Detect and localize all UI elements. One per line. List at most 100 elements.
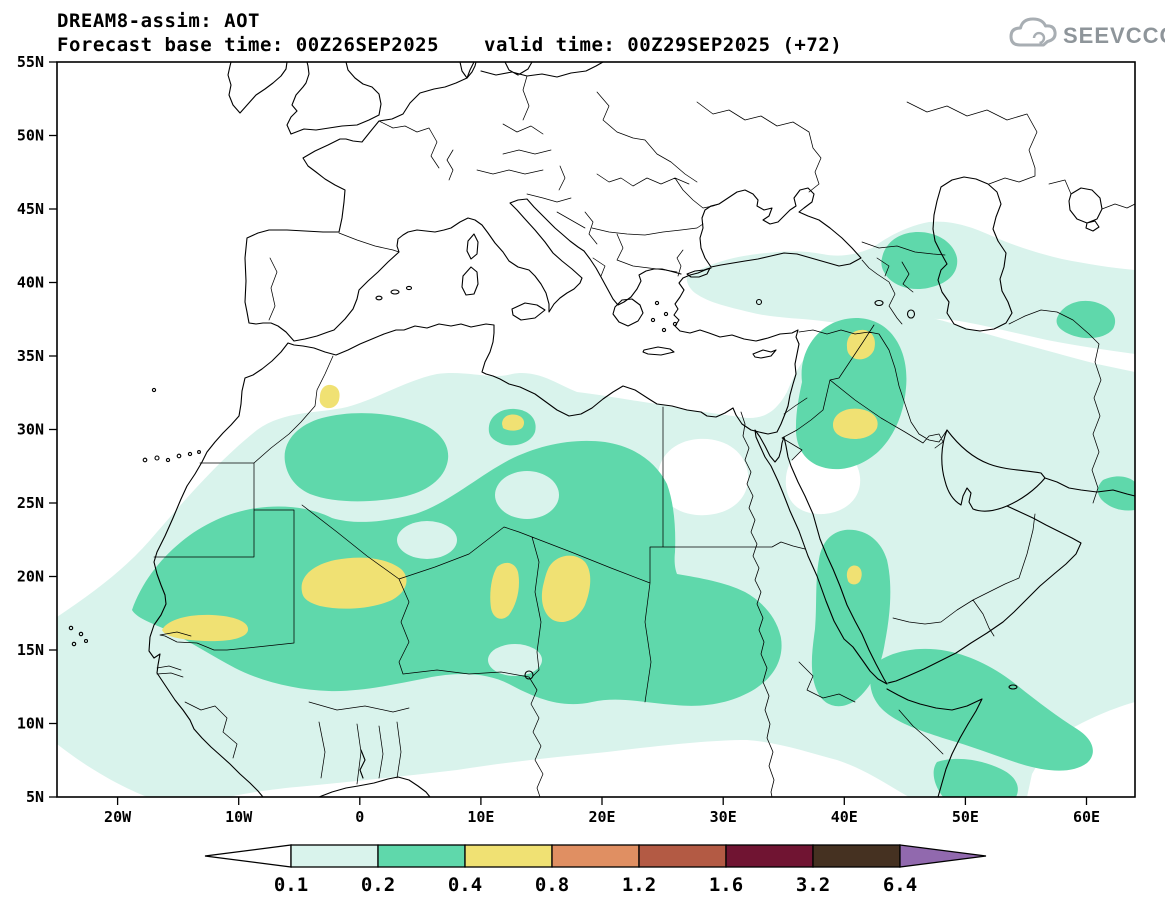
aot-level-0.2 bbox=[132, 232, 1135, 797]
aot-04-region-central-mali bbox=[301, 557, 407, 609]
island-corsica bbox=[466, 233, 479, 260]
coastline-north-africa-atlantic bbox=[148, 323, 800, 798]
legend-label: 6.4 bbox=[883, 874, 917, 896]
island-cape-verde bbox=[68, 625, 74, 631]
island-canary bbox=[187, 451, 193, 457]
lat-tick-label: 35N bbox=[17, 347, 44, 365]
coastline-aral-sea bbox=[1068, 187, 1103, 232]
legend-swatch-0.2-0.4 bbox=[377, 844, 466, 868]
coastline-jutland-baltic bbox=[459, 61, 604, 79]
aot-04-region-niger bbox=[490, 562, 519, 619]
lat-tick-label: 40N bbox=[17, 274, 44, 292]
coastline-iran-south bbox=[1044, 477, 1136, 497]
valid-time-label: valid time: 00Z29SEP2025 (+72) bbox=[484, 34, 842, 56]
lon-tick-label: 10E bbox=[467, 808, 494, 826]
aot-04-region-morocco bbox=[319, 384, 340, 409]
coastline-peloponnese bbox=[612, 298, 644, 327]
lon-tick-label: 0 bbox=[355, 808, 364, 826]
aot-level-0.4 bbox=[162, 329, 878, 642]
legend-label: 0.1 bbox=[274, 874, 308, 896]
legend-label: 1.2 bbox=[622, 874, 656, 896]
island-canary bbox=[165, 457, 171, 463]
axis-ticks bbox=[49, 61, 1088, 805]
island-canary bbox=[142, 457, 148, 463]
legend-label: 0.8 bbox=[535, 874, 569, 896]
legend: 0.1 0.2 0.4 0.8 1.2 1.6 3.2 6.4 bbox=[204, 844, 987, 896]
legend-arrow-above bbox=[899, 844, 987, 868]
island-cape-verde bbox=[83, 638, 89, 644]
legend-swatch-1.6-3.2 bbox=[725, 844, 814, 868]
lake-van bbox=[874, 299, 884, 307]
lat-tick-label: 10N bbox=[17, 715, 44, 733]
island-madeira bbox=[151, 387, 157, 393]
aot-04-region-iraq-south bbox=[833, 408, 878, 439]
lat-tick-label: 5N bbox=[26, 788, 44, 806]
islands bbox=[68, 233, 1018, 779]
aot-02-region-red-sea bbox=[811, 529, 891, 707]
lake-volta bbox=[359, 749, 366, 779]
aot-04-region-mauritania-mali bbox=[162, 614, 249, 642]
legend-swatch-1.2-1.6 bbox=[638, 844, 727, 868]
lon-axis: 20W 10W 0 10E 20E 30E 40E 50E 60E bbox=[104, 808, 1100, 826]
coastline-arabia-south bbox=[887, 505, 1082, 684]
aot-01-inner-gaps bbox=[397, 471, 559, 676]
plot-title: DREAM8-assim: AOT bbox=[57, 10, 260, 32]
lake-urmia bbox=[906, 309, 916, 319]
legend-label: 3.2 bbox=[796, 874, 830, 896]
aot-02-region-morocco-atlas bbox=[284, 413, 449, 502]
aot-02-region-iraq bbox=[795, 317, 907, 470]
coastline-red-sea bbox=[754, 429, 888, 685]
coastline-gulf-of-guinea bbox=[318, 776, 431, 798]
island-balearic bbox=[390, 289, 400, 295]
country-borders bbox=[153, 75, 1136, 798]
aot-02-region-turkmen bbox=[1056, 300, 1116, 339]
cloud-icon bbox=[1009, 17, 1057, 47]
aot-04-region-red-sea-coast bbox=[846, 565, 862, 585]
aot-04-region-chad bbox=[541, 555, 591, 623]
island-canary bbox=[197, 450, 201, 454]
island-sardinia bbox=[461, 266, 479, 296]
aot-02-region-right-edge bbox=[1097, 476, 1135, 511]
aot-02-region-caucasus bbox=[881, 232, 958, 290]
header: DREAM8-assim: AOT Forecast base time: 00… bbox=[57, 10, 842, 56]
coastline-caspian-sea bbox=[932, 176, 1013, 332]
borders-africa bbox=[153, 355, 944, 798]
island-aegean bbox=[654, 300, 660, 306]
island-sicily bbox=[511, 302, 546, 321]
borders-europe bbox=[268, 75, 1136, 321]
cloud-swirl-icon bbox=[1032, 31, 1046, 45]
island-balearic bbox=[405, 285, 413, 291]
aot-02-region-horn-of-africa bbox=[870, 648, 1093, 771]
legend-swatch-0.8-1.2 bbox=[551, 844, 640, 868]
lon-tick-label: 20W bbox=[104, 808, 132, 826]
island-canary bbox=[154, 455, 160, 461]
legend-labels: 0.1 0.2 0.4 0.8 1.2 1.6 3.2 6.4 bbox=[274, 874, 917, 896]
borders-caucasus-mideast bbox=[781, 241, 1102, 637]
aot-hole-egypt bbox=[657, 438, 749, 516]
island-balearic bbox=[375, 295, 383, 301]
aot-02-region-somalia-coast bbox=[933, 758, 1018, 797]
lon-tick-label: 10W bbox=[225, 808, 253, 826]
aot-02-region-sahara-sahel-belt bbox=[132, 440, 782, 706]
lat-tick-label: 45N bbox=[17, 200, 44, 218]
logo-text: SEEVCCC bbox=[1063, 23, 1165, 48]
lake-tuz bbox=[755, 298, 763, 306]
island-cape-verde bbox=[71, 641, 77, 647]
aot-01-gap-mali bbox=[397, 521, 457, 559]
coastline-atlantic-europe-med bbox=[244, 61, 682, 342]
lat-tick-label: 15N bbox=[17, 641, 44, 659]
lon-tick-label: 60E bbox=[1073, 808, 1100, 826]
island-aegean bbox=[661, 327, 667, 333]
island-crete bbox=[642, 346, 675, 356]
contour-fills bbox=[57, 221, 1135, 797]
legend-swatch-3.2-6.4 bbox=[812, 844, 901, 868]
lon-tick-label: 40E bbox=[831, 808, 858, 826]
island-aegean bbox=[663, 311, 669, 317]
coastline-horn-of-africa bbox=[886, 688, 983, 798]
coastline-marmara bbox=[686, 267, 711, 278]
lon-tick-label: 50E bbox=[952, 808, 979, 826]
seevccc-logo: SEEVCCC bbox=[1009, 17, 1165, 48]
coastline-ireland bbox=[227, 61, 288, 114]
base-time-label: Forecast base time: 00Z26SEP2025 bbox=[57, 34, 439, 56]
